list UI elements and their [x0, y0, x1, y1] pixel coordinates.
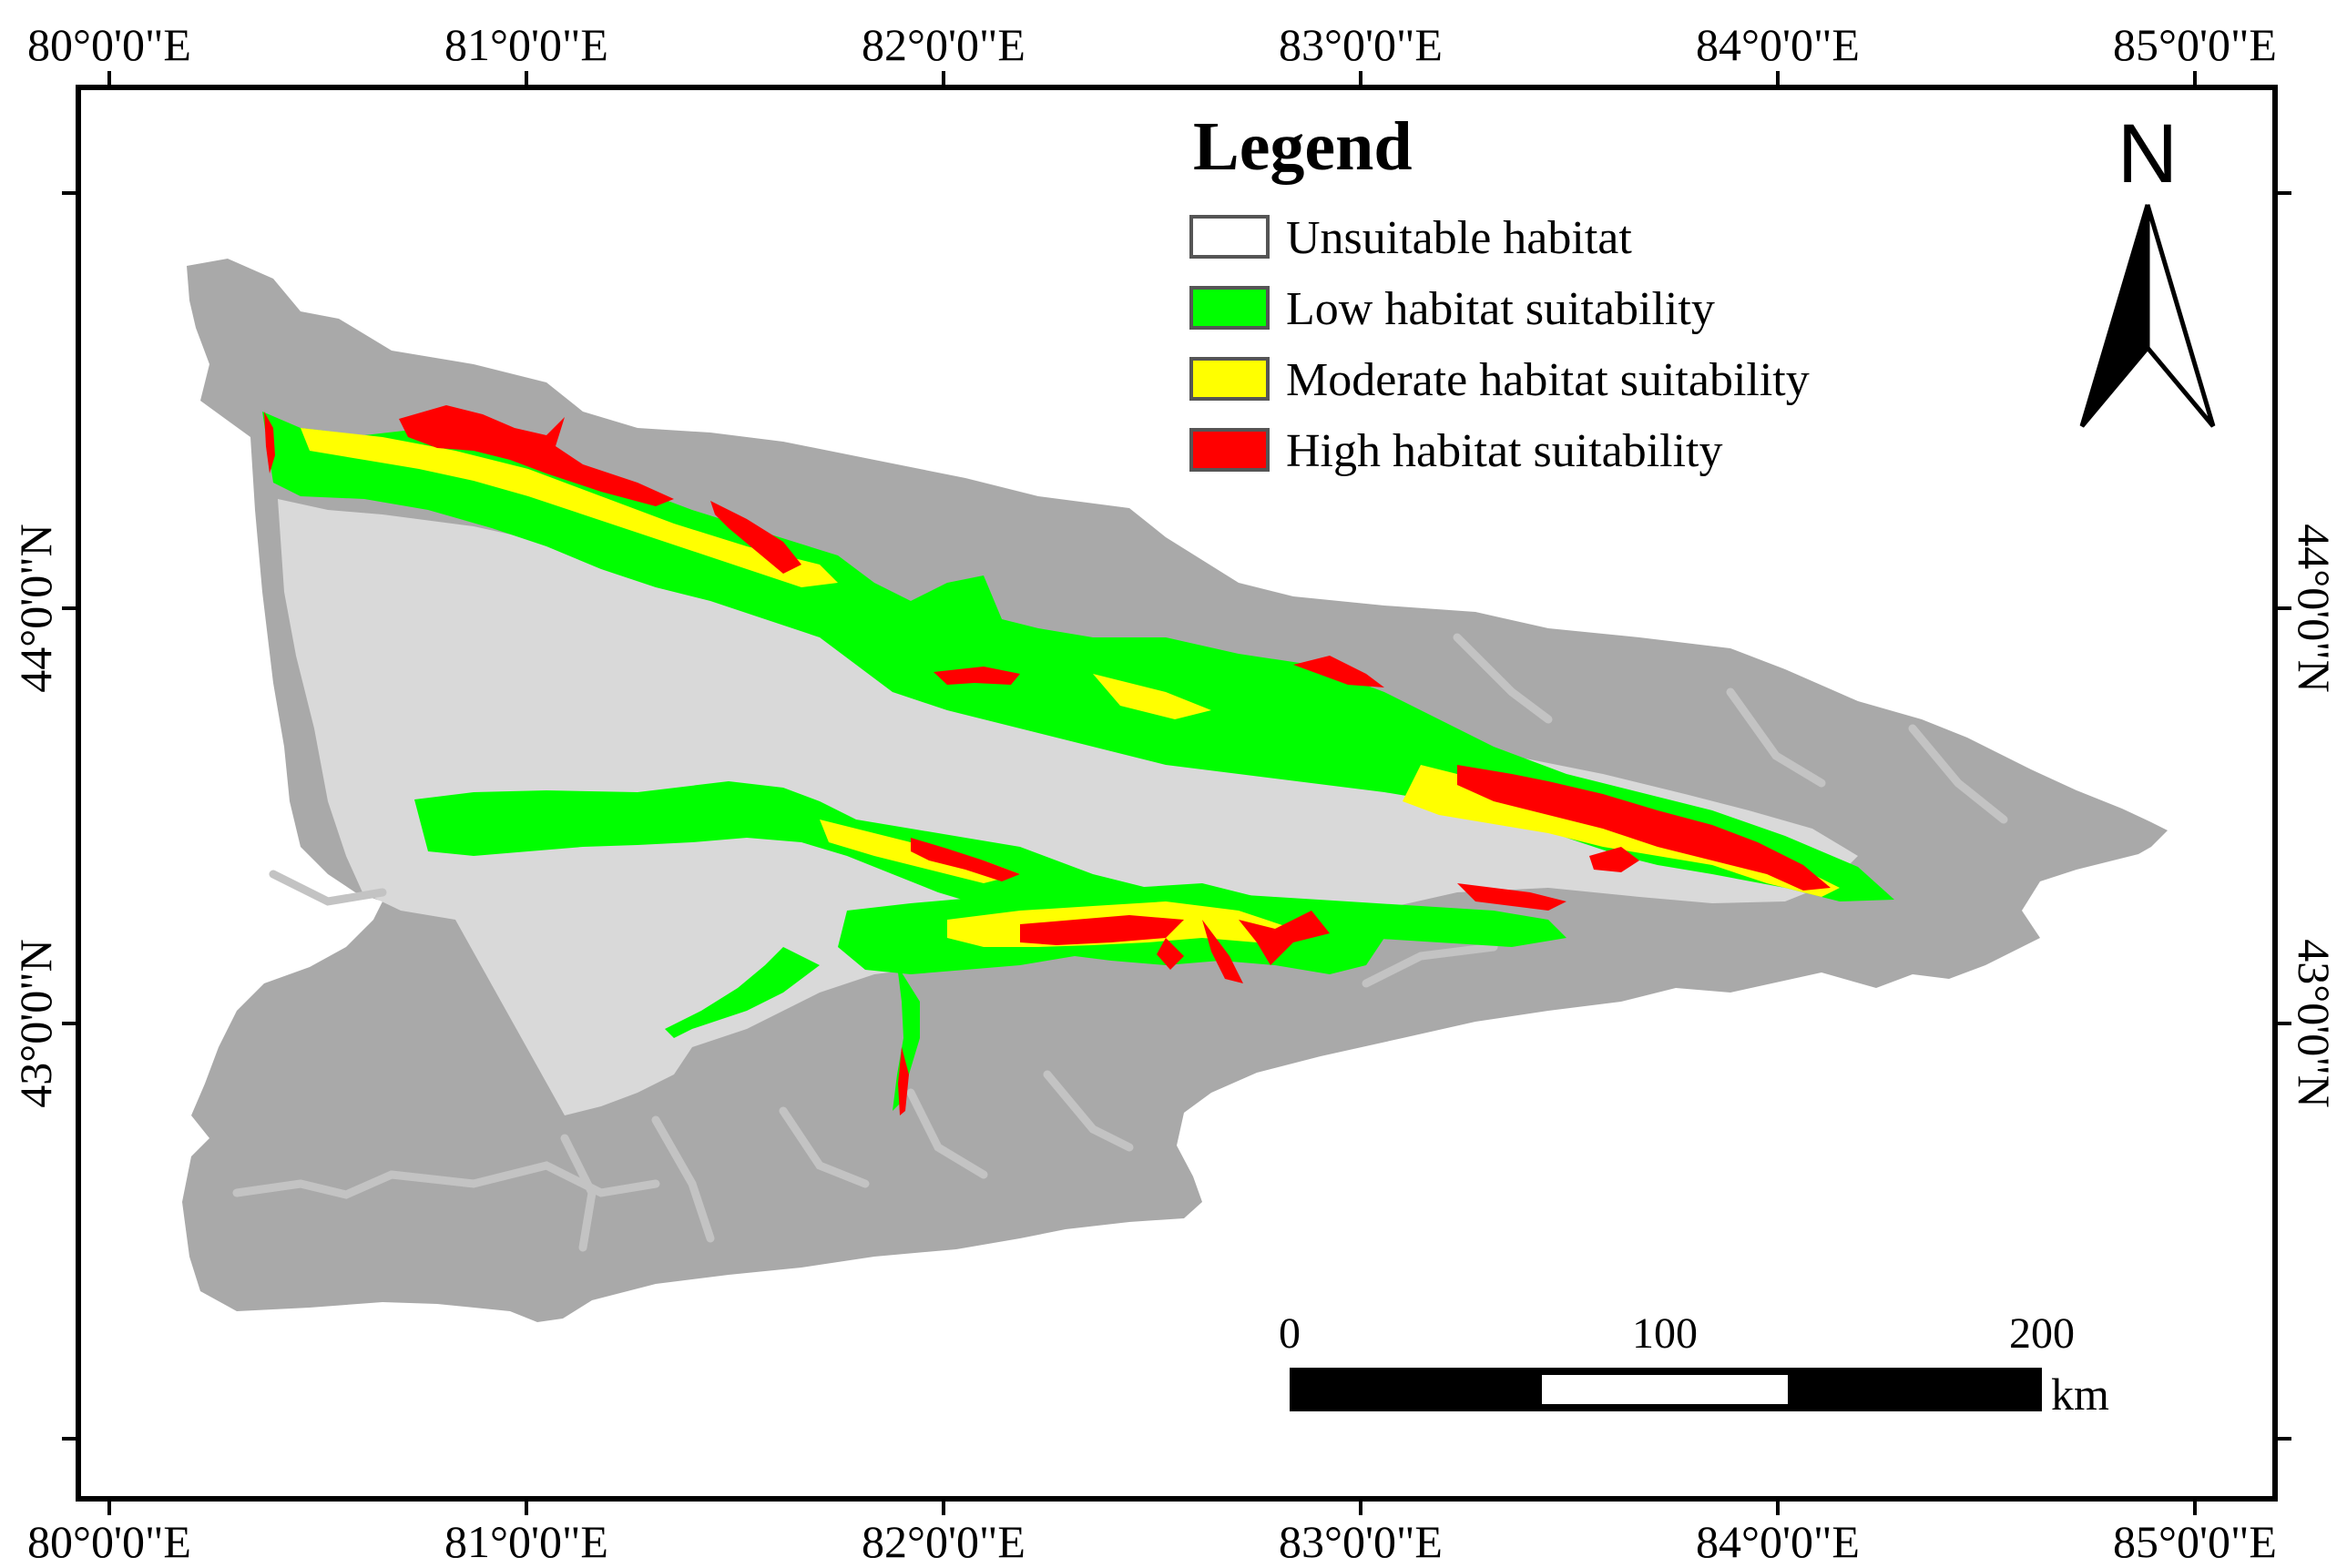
bottom-longitude-label: 82°0'0"E — [862, 1516, 1026, 1567]
scale-tick-label: 100 — [1632, 1309, 1698, 1358]
legend-swatch-low — [1189, 286, 1270, 330]
bottom-longitude-label: 80°0'0"E — [27, 1516, 191, 1567]
top-longitude-label: 83°0'0"E — [1279, 19, 1443, 70]
legend-swatch-moderate — [1189, 357, 1270, 401]
bottom-longitude-label: 85°0'0"E — [2113, 1516, 2277, 1567]
scale-tick-label: 0 — [1279, 1309, 1301, 1358]
legend-label-high: High habitat suitability — [1286, 425, 1723, 477]
north-arrow: N — [2079, 107, 2216, 428]
left-latitude-label: 43°0'0"N — [10, 939, 61, 1108]
scale-bar: 0 100 200 km — [1279, 1309, 2109, 1420]
legend-swatch-high — [1189, 428, 1270, 472]
legend-label-moderate: Moderate habitat suitability — [1286, 354, 1810, 406]
scale-unit-label: km — [2051, 1369, 2109, 1420]
top-longitude-labels: 80°0'0"E 81°0'0"E 82°0'0"E 83°0'0"E 84°0… — [27, 19, 2277, 70]
top-longitude-label: 82°0'0"E — [862, 19, 1026, 70]
valley-basin-floor — [278, 499, 1858, 1115]
high-suitability-zones — [264, 405, 1831, 1115]
bottom-longitude-label: 83°0'0"E — [1279, 1516, 1443, 1567]
legend-label-unsuitable: Unsuitable habitat — [1286, 212, 1632, 264]
top-longitude-label: 84°0'0"E — [1696, 19, 1860, 70]
bottom-longitude-label: 84°0'0"E — [1696, 1516, 1860, 1567]
legend-title: Legend — [1193, 108, 1413, 185]
legend-swatch-unsuitable — [1189, 215, 1270, 259]
graticule-ticks — [62, 71, 2291, 1515]
right-latitude-label: 43°0'0"N — [2289, 939, 2340, 1108]
left-latitude-label: 44°0'0"N — [10, 524, 61, 693]
scale-bar-segment-white — [1542, 1375, 1788, 1404]
top-longitude-label: 85°0'0"E — [2113, 19, 2277, 70]
left-latitude-labels: 44°0'0"N 43°0'0"N — [10, 524, 61, 1108]
right-latitude-label: 44°0'0"N — [2289, 524, 2340, 693]
top-longitude-label: 81°0'0"E — [444, 19, 608, 70]
bottom-longitude-labels: 80°0'0"E 81°0'0"E 82°0'0"E 83°0'0"E 84°0… — [27, 1516, 2277, 1567]
legend-label-low: Low habitat suitability — [1286, 283, 1715, 335]
north-arrow-label: N — [2117, 107, 2178, 200]
legend: Legend Unsuitable habitat Low habitat su… — [1189, 108, 1810, 477]
bottom-longitude-label: 81°0'0"E — [444, 1516, 608, 1567]
right-latitude-labels: 44°0'0"N 43°0'0"N — [2289, 524, 2340, 1108]
scale-tick-label: 200 — [2009, 1309, 2075, 1358]
top-longitude-label: 80°0'0"E — [27, 19, 191, 70]
